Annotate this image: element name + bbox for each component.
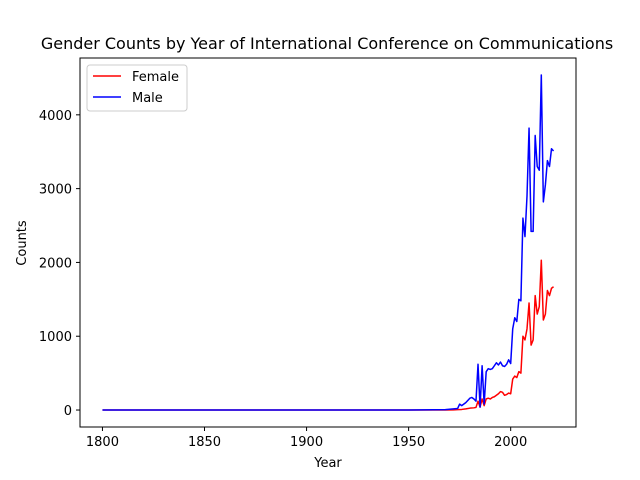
- x-tick-label: 1950: [392, 435, 425, 450]
- x-tick-label: 1900: [290, 435, 323, 450]
- chart-title: Gender Counts by Year of International C…: [41, 34, 613, 53]
- x-tick-label: 2000: [494, 435, 527, 450]
- series-layer: [102, 74, 555, 411]
- legend-label-male: Male: [132, 91, 163, 106]
- series-line-female: [102, 259, 554, 411]
- series-line-male: [102, 74, 555, 411]
- y-axis-ticks: 0 1000 2000 3000 4000: [39, 109, 80, 419]
- y-tick-label: 3000: [39, 183, 72, 198]
- plot-area: 1800 1850 1900 1950 2000 0 1000 2000 3000 4000: [39, 57, 577, 450]
- x-axis-ticks: 1800 1850 1900 1950 2000: [86, 427, 527, 450]
- y-tick-label: 1000: [39, 330, 72, 345]
- y-axis-label: Counts: [15, 220, 30, 266]
- legend-label-female: Female: [132, 70, 179, 85]
- plot-frame: [79, 57, 577, 428]
- legend: Female Male: [86, 64, 188, 112]
- x-tick-label: 1800: [86, 435, 119, 450]
- x-axis-label: Year: [313, 456, 342, 471]
- y-tick-label: 4000: [39, 109, 72, 124]
- y-tick-label: 2000: [39, 256, 72, 271]
- x-tick-label: 1850: [188, 435, 221, 450]
- y-tick-label: 0: [64, 404, 72, 419]
